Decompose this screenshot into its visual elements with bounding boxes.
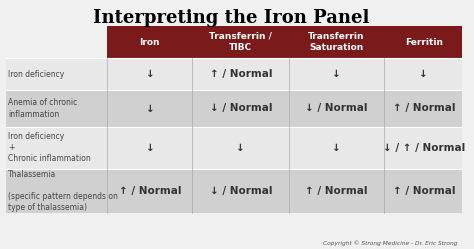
Bar [6,127,464,169]
Text: ↓ / Normal: ↓ / Normal [305,104,367,114]
Text: Interpreting the Iron Panel: Interpreting the Iron Panel [93,9,370,27]
Text: ↑ / Normal: ↑ / Normal [305,186,367,196]
Text: ↓: ↓ [332,69,341,79]
Text: ↓ / Normal: ↓ / Normal [210,104,272,114]
Bar [6,169,464,213]
Text: Ferritin: Ferritin [405,38,443,47]
Text: ↑ / Normal: ↑ / Normal [210,69,272,79]
Text: Transferrin
Saturation: Transferrin Saturation [308,32,365,52]
Text: ↓: ↓ [146,104,154,114]
Text: Anemia of chronic
inflammation: Anemia of chronic inflammation [8,98,78,119]
Text: Copyright © Strong Medicine - Dr. Eric Strong: Copyright © Strong Medicine - Dr. Eric S… [323,241,457,246]
Text: ↓: ↓ [237,143,245,153]
Bar [6,58,464,90]
Text: ↓ / ↑ / Normal: ↓ / ↑ / Normal [383,143,465,153]
Text: ↓: ↓ [146,69,154,79]
Text: ↓: ↓ [419,69,428,79]
Text: Thalassemia

(specific pattern depends on
type of thalassemia): Thalassemia (specific pattern depends on… [8,170,118,212]
Text: Iron: Iron [140,38,160,47]
Text: ↑ / Normal: ↑ / Normal [392,104,455,114]
Text: Iron deficiency: Iron deficiency [8,69,64,78]
Text: Iron deficiency
+
Chronic inflammation: Iron deficiency + Chronic inflammation [8,132,91,164]
Text: ↓ / Normal: ↓ / Normal [210,186,272,196]
Text: ↓: ↓ [146,143,154,153]
Text: ↑ / Normal: ↑ / Normal [118,186,181,196]
Bar [107,26,464,58]
Text: Transferrin /
TIBC: Transferrin / TIBC [210,32,272,52]
Bar [6,90,464,127]
Text: ↓: ↓ [332,143,341,153]
Text: ↑ / Normal: ↑ / Normal [392,186,455,196]
